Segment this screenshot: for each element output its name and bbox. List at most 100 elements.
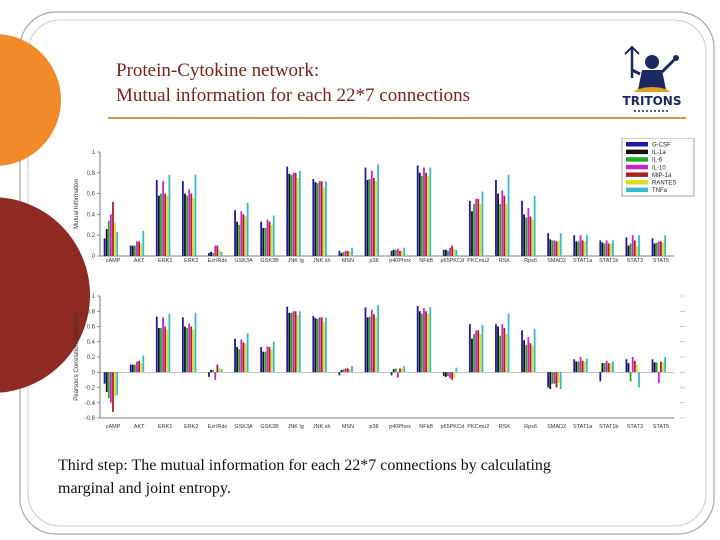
bar	[527, 208, 530, 256]
bar	[194, 174, 197, 256]
legend-label: IL-1a	[652, 150, 666, 156]
bar	[192, 197, 195, 256]
bar	[373, 314, 375, 373]
y-tick-label: -0.4	[85, 401, 96, 407]
y-axis-label: Mutual Information	[74, 179, 80, 229]
x-tick-label: STAT3	[627, 258, 643, 264]
bar	[583, 361, 586, 373]
bar	[444, 249, 447, 256]
bar	[325, 181, 327, 256]
bar	[160, 193, 162, 256]
bar	[523, 340, 526, 373]
bar	[366, 180, 369, 256]
bar	[392, 369, 395, 373]
bar	[342, 251, 345, 256]
bar	[186, 328, 188, 373]
bar	[294, 311, 297, 373]
legend-label: TNFa	[652, 188, 668, 194]
bar	[338, 250, 341, 256]
caption-line-1: Third step: The mutual information for e…	[58, 457, 551, 474]
x-tick-label: GSK3A	[234, 424, 253, 430]
bar	[112, 201, 114, 256]
bar	[136, 361, 138, 373]
bar	[664, 357, 667, 373]
bar	[234, 338, 236, 373]
x-tick-label: RSK	[499, 258, 511, 264]
bar	[316, 183, 319, 256]
bar	[631, 235, 634, 256]
x-tick-label: Rps6	[524, 258, 537, 264]
bar	[557, 241, 560, 256]
bar	[523, 214, 526, 256]
bar	[505, 204, 508, 256]
x-tick-label: RSK	[499, 424, 511, 430]
bar	[260, 347, 263, 373]
bar	[660, 361, 662, 373]
bar	[396, 248, 399, 256]
legend-label: G-CSF	[652, 143, 671, 149]
bar	[394, 368, 397, 373]
bar	[636, 364, 638, 373]
bar	[131, 245, 134, 256]
chart-panel-1: 0 0.2 0.4 0.6 0.8 1 Mutual Information cAMP AKT E…	[74, 138, 695, 264]
bar	[607, 363, 610, 373]
bar	[109, 214, 112, 256]
bar	[325, 317, 327, 373]
bar	[138, 360, 140, 373]
bar	[507, 174, 510, 256]
bar	[499, 204, 502, 256]
orange-circle-decoration	[0, 34, 61, 166]
bar	[290, 312, 293, 373]
x-tick-label: JNK lg	[288, 258, 304, 264]
legend-label: MIP-1a	[652, 173, 672, 179]
x-tick-label: SMAD2	[547, 258, 566, 264]
bar	[583, 241, 586, 256]
bar	[194, 312, 197, 373]
bar	[318, 317, 321, 373]
bar	[160, 328, 162, 373]
bar	[116, 372, 119, 396]
bar	[116, 232, 119, 256]
bar	[477, 198, 480, 256]
bar	[208, 372, 210, 377]
bar	[581, 360, 584, 373]
bar	[266, 219, 269, 256]
bar	[651, 359, 654, 373]
bar	[401, 250, 403, 256]
bar	[109, 372, 112, 403]
bar	[477, 330, 480, 373]
bar	[468, 200, 471, 256]
bar	[612, 361, 614, 373]
x-tick-label: SMAD2	[547, 424, 566, 430]
bar	[449, 372, 451, 379]
x-tick-label: MSN	[342, 424, 354, 430]
bar	[633, 360, 636, 373]
bar	[238, 224, 241, 256]
bar	[429, 167, 432, 256]
bar	[631, 357, 634, 373]
bar	[296, 178, 299, 256]
bar	[427, 175, 430, 256]
bar	[262, 351, 265, 373]
bar	[427, 313, 430, 373]
bar	[455, 367, 458, 373]
bar	[629, 372, 632, 382]
bar	[244, 343, 247, 373]
bar	[216, 364, 219, 373]
bar	[214, 372, 217, 380]
x-tick-label: PKCmu2	[467, 424, 489, 430]
bar	[664, 235, 667, 256]
bar	[501, 324, 504, 373]
bar	[481, 191, 484, 256]
bar	[286, 166, 289, 256]
bar	[268, 347, 271, 373]
x-tick-label: STAT3	[627, 424, 643, 430]
x-tick-label: JNK sh	[313, 258, 331, 264]
bar	[447, 372, 449, 377]
bar	[351, 247, 353, 256]
bar	[638, 235, 640, 256]
bar	[322, 321, 325, 373]
bar	[142, 355, 145, 373]
bar	[375, 181, 377, 256]
bar	[662, 362, 664, 373]
